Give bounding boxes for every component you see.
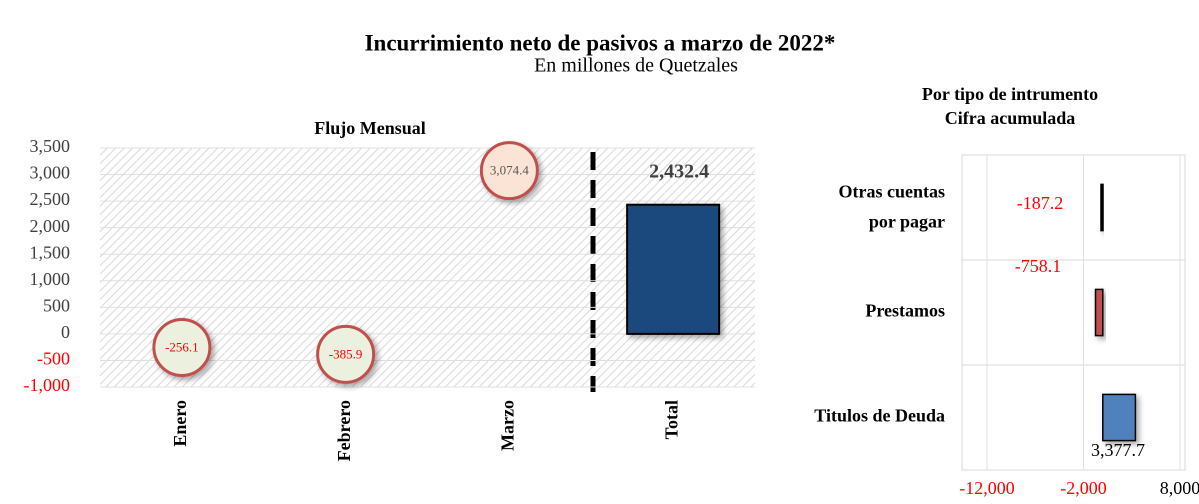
y-tick-label: 2,500 [30,189,71,209]
x-tick-label: Enero [170,400,190,447]
x-tick-label: -12,000 [959,478,1015,498]
value-label: 3,377.7 [1091,440,1145,460]
y-tick-label: 500 [43,295,70,315]
bar [1094,288,1104,337]
y-tick-label: Otras cuentas por pagar [839,182,946,232]
y-tick-label: 3,500 [30,136,71,156]
subtitle: En millones de Quetzales [534,55,738,77]
panel-subtitle: Cifra acumulada [945,108,1076,128]
value-label: -385.9 [329,346,363,361]
x-tick-label: -2,000 [1060,478,1107,498]
value-label: -758.1 [1015,256,1062,276]
y-tick-label: 0 [61,322,70,342]
bar [1102,393,1137,442]
bar [1100,183,1104,232]
value-label: 2,432.4 [649,160,709,182]
bubble [152,317,212,377]
panel-title: Por tipo de intrumento [922,84,1098,104]
bubble [316,324,376,384]
y-tick-label: 2,000 [30,216,71,236]
x-tick-label: Marzo [498,400,518,451]
bar [626,203,721,335]
value-label: -256.1 [165,339,199,354]
y-tick-label: 3,000 [30,163,71,183]
value-label: 3,074.4 [490,163,530,178]
title: Incurrimiento neto de pasivos a marzo de… [365,30,836,55]
y-tick-label: Prestamos [865,301,945,321]
y-tick-label: Titulos de Deuda [814,406,945,426]
panel-title: Flujo Mensual [314,118,426,138]
plot-area [961,154,1186,471]
bubble [479,141,539,201]
y-tick-label: -500 [37,349,70,369]
y-tick-label: 1,000 [30,269,71,289]
value-label: -187.2 [1017,193,1064,213]
y-tick-label: -1,000 [24,375,71,395]
x-tick-label: 8,000 [1160,478,1199,498]
x-tick-label: Febrero [334,400,354,461]
x-tick-label: Total [661,400,681,439]
y-tick-label: 1,500 [30,242,71,262]
